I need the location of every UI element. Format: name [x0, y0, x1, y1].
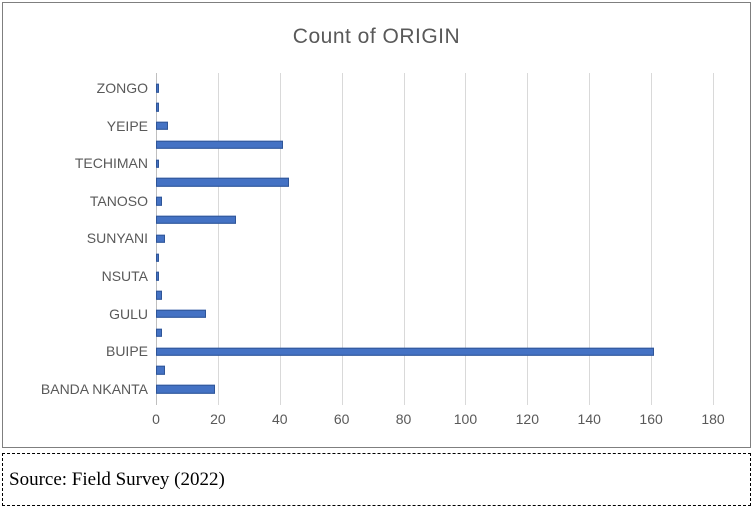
category-label: GULU — [109, 305, 148, 322]
gridline — [279, 73, 281, 405]
source-caption-box: Source: Field Survey (2022) — [2, 453, 751, 506]
bar — [156, 309, 206, 319]
x-tick-label: 60 — [333, 411, 350, 427]
bar-row — [156, 192, 713, 211]
gridline — [217, 73, 219, 405]
bar — [156, 140, 283, 150]
bar — [156, 347, 655, 356]
bar-row — [156, 117, 713, 136]
bar-row — [156, 173, 713, 192]
bar — [156, 328, 163, 338]
category-label: NSUTA — [101, 268, 148, 284]
source-text: Source: Field Survey (2022) — [9, 468, 225, 490]
gridline — [589, 73, 591, 405]
gridline — [465, 73, 467, 405]
gridline — [341, 73, 343, 405]
bar-row — [156, 98, 713, 117]
category-label: TECHIMAN — [74, 155, 148, 172]
bar — [156, 84, 160, 93]
bar-row — [156, 248, 713, 267]
bar-row — [156, 361, 713, 380]
bar-row — [156, 211, 713, 230]
gridline — [403, 73, 405, 405]
category-label: YEIPE — [106, 117, 148, 134]
bar — [156, 178, 290, 187]
plot-area — [156, 73, 714, 405]
bar — [156, 384, 215, 394]
gridline — [713, 73, 714, 405]
bar-row — [156, 79, 713, 98]
x-tick-label: 20 — [210, 411, 226, 427]
x-tick-label: 80 — [395, 411, 412, 427]
bar — [156, 196, 163, 206]
chart-panel: Count of ORIGIN ZONGO YEIPE TECHIMAN TANOSO… — [2, 2, 751, 448]
category-label: TANOSO — [89, 192, 148, 209]
bar-row — [156, 135, 713, 154]
x-tick-label: 140 — [577, 411, 601, 427]
bar-row — [156, 380, 713, 399]
x-tick-label: 120 — [515, 411, 539, 427]
bar-row — [156, 342, 713, 361]
bar-row — [156, 229, 713, 248]
bar — [156, 234, 166, 244]
category-label: ZONGO — [96, 80, 148, 96]
chart-title: Count of ORIGIN — [292, 25, 461, 48]
bar-row — [156, 267, 713, 286]
bar — [156, 159, 160, 168]
gridline — [527, 73, 529, 405]
bar — [156, 290, 163, 300]
bar — [156, 102, 160, 112]
x-tick-label: 100 — [453, 411, 478, 427]
x-tick-label: 160 — [639, 411, 663, 427]
bar-row — [156, 286, 713, 305]
category-label: SUNYANI — [86, 230, 148, 247]
x-tick-label: 0 — [152, 411, 160, 427]
x-tick-label: 40 — [271, 411, 288, 427]
bar-row — [156, 305, 713, 324]
bar-row — [156, 154, 713, 173]
category-label: BANDA NKANTA — [40, 380, 148, 397]
bar — [156, 121, 169, 131]
bar-row — [156, 323, 713, 342]
bar — [156, 253, 160, 262]
x-tick-label: 180 — [701, 411, 725, 427]
bar — [156, 272, 160, 281]
bar — [156, 366, 166, 375]
bar — [156, 215, 237, 225]
category-label: BUIPE — [105, 343, 148, 360]
gridline — [651, 73, 653, 405]
